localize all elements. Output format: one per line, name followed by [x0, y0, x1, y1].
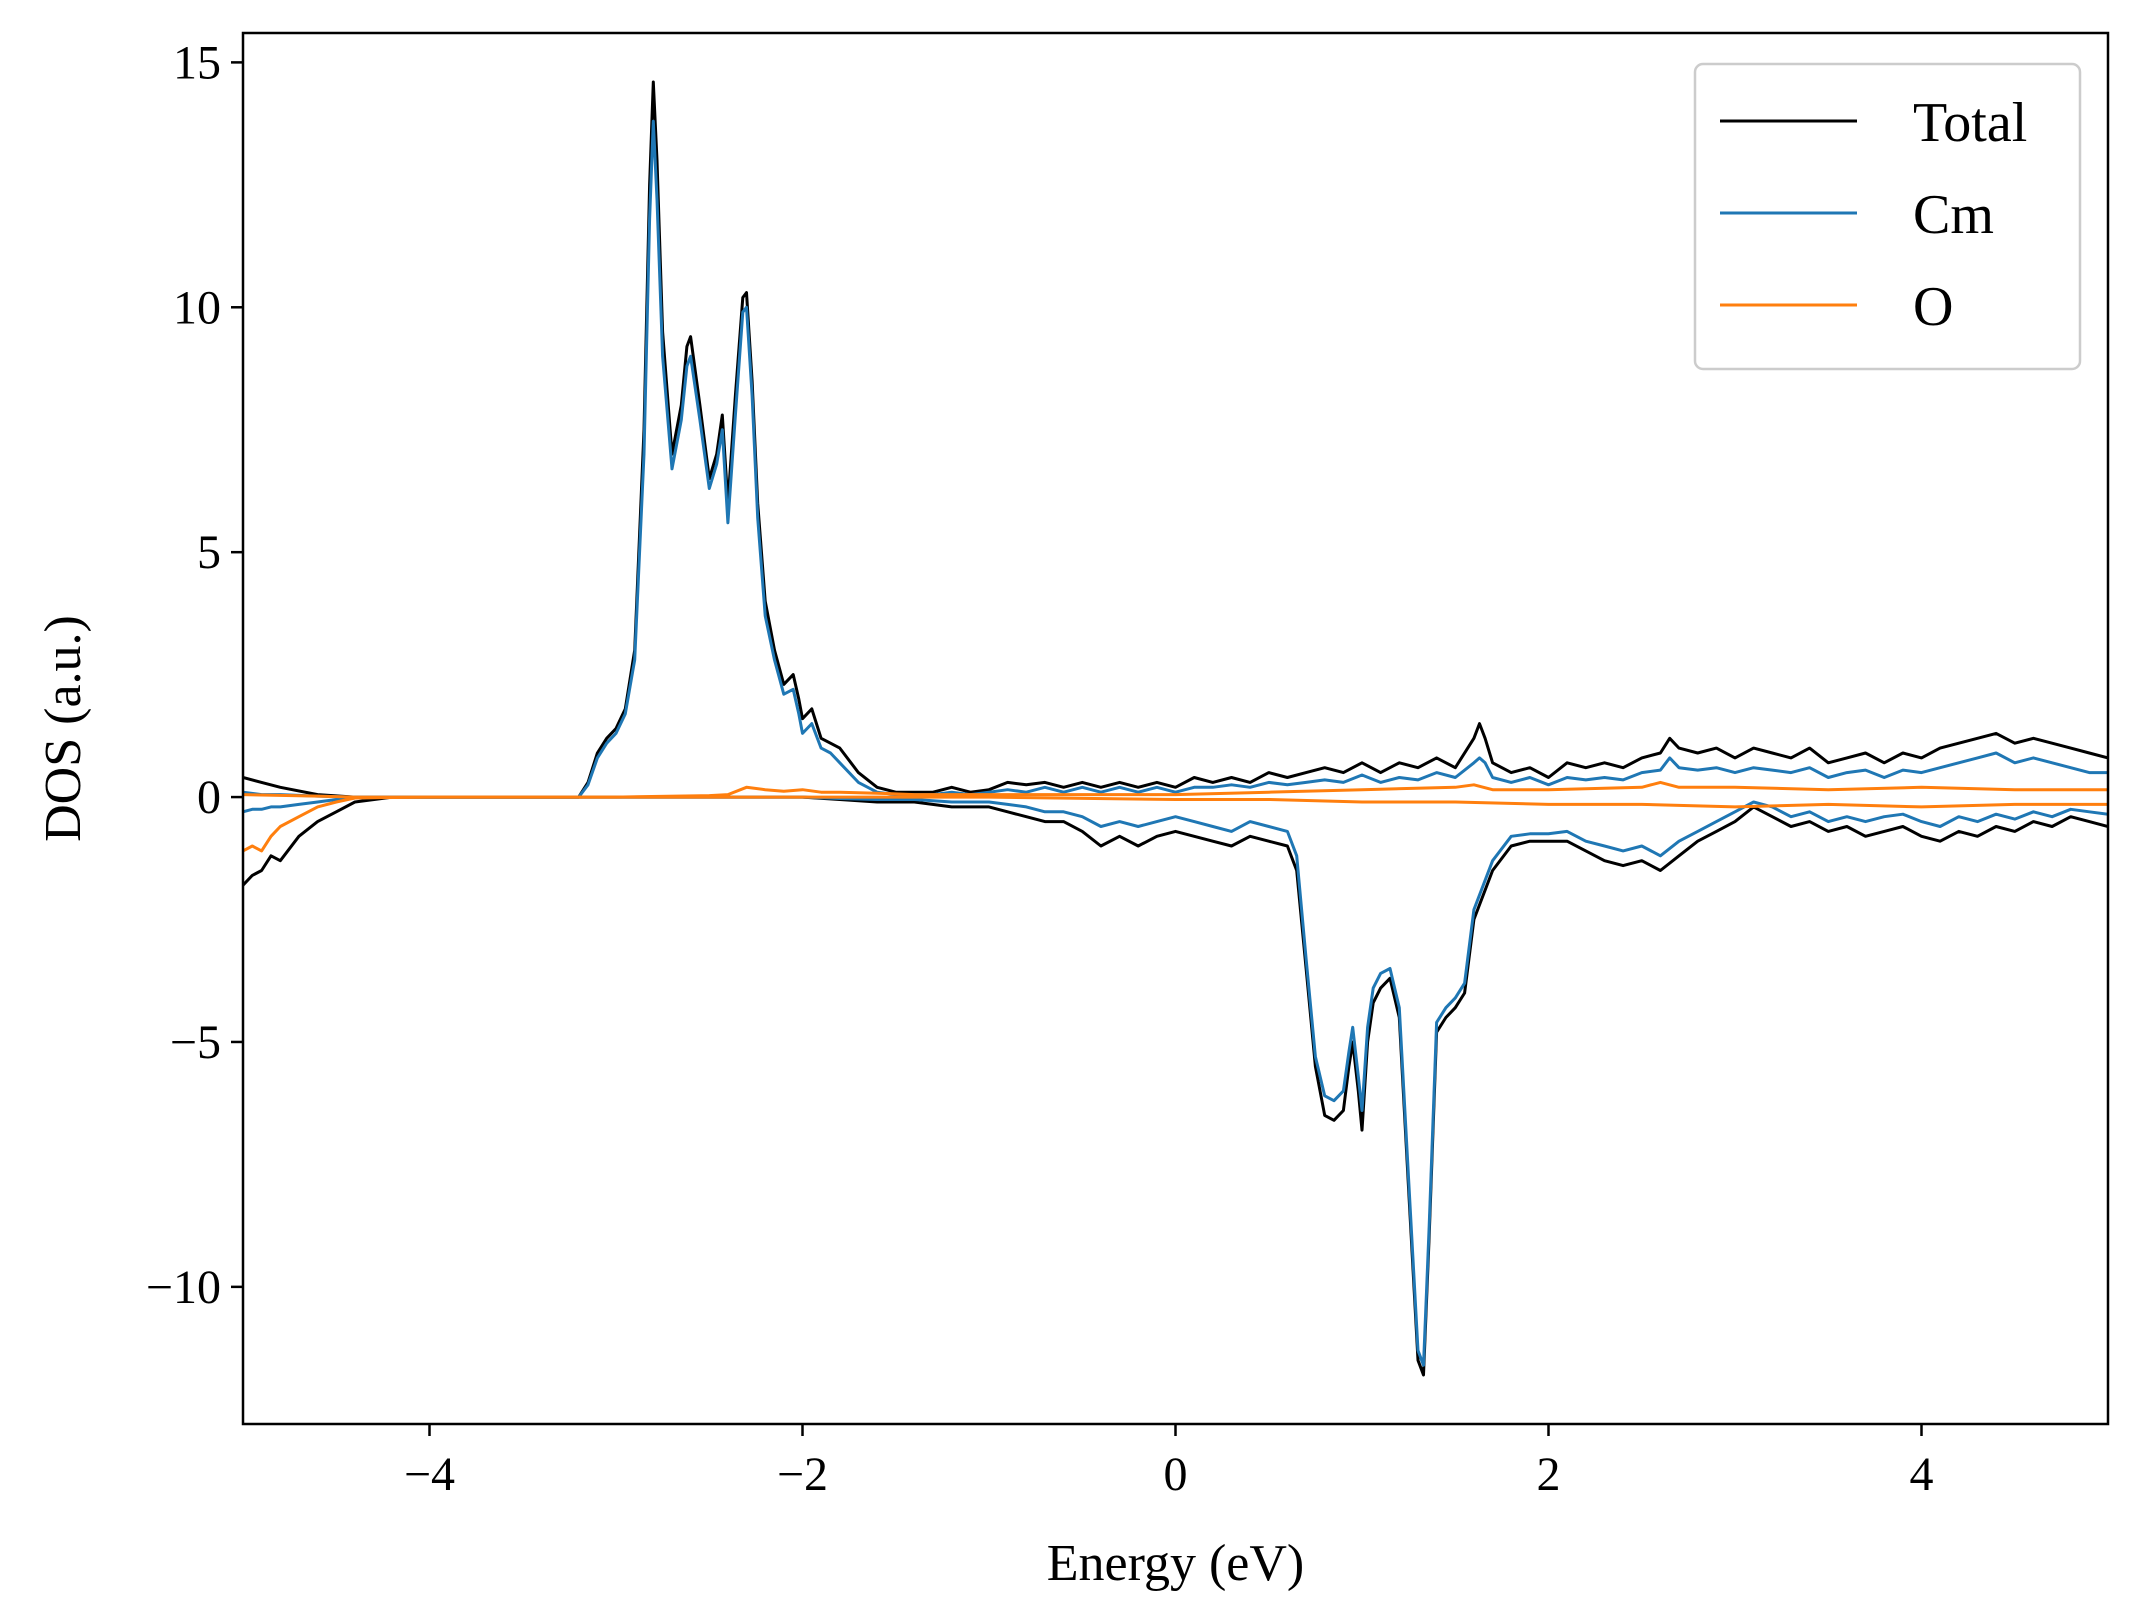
legend-box [1693, 62, 2082, 371]
y-tick-label: 5 [197, 526, 221, 579]
x-tick-label: 2 [1537, 1448, 1561, 1501]
x-tick-label: −4 [404, 1448, 455, 1501]
y-tick-label: 15 [173, 36, 221, 89]
series-line-o-spin-up [243, 780, 2108, 799]
legend: Total Cm O [1693, 62, 2082, 371]
legend-label-total: Total [1913, 92, 2027, 154]
x-tick-label: 4 [1910, 1448, 1934, 1501]
x-tick-label: −2 [777, 1448, 828, 1501]
series-line-total-spin-down [243, 795, 2108, 1377]
y-tick-label: −10 [146, 1261, 221, 1314]
x-tick-label: 0 [1164, 1448, 1188, 1501]
series-line-o-spin-down [243, 795, 2108, 853]
ticks-layer: −4 −2 0 2 4 −10 −5 0 5 10 15 [146, 36, 1934, 1501]
series-layer [243, 80, 2108, 1377]
series-line-cm-spin-down [243, 795, 2108, 1367]
x-axis-label: Energy (eV) [1047, 1535, 1305, 1592]
y-axis-label: DOS (a.u.) [35, 615, 92, 842]
y-tick-label: −5 [170, 1016, 221, 1069]
legend-label-cm: Cm [1913, 184, 1994, 246]
y-tick-label: 0 [197, 771, 221, 824]
y-tick-label: 10 [173, 281, 221, 334]
legend-label-o: O [1913, 276, 1953, 338]
series-line-cm-spin-up [243, 119, 2108, 799]
